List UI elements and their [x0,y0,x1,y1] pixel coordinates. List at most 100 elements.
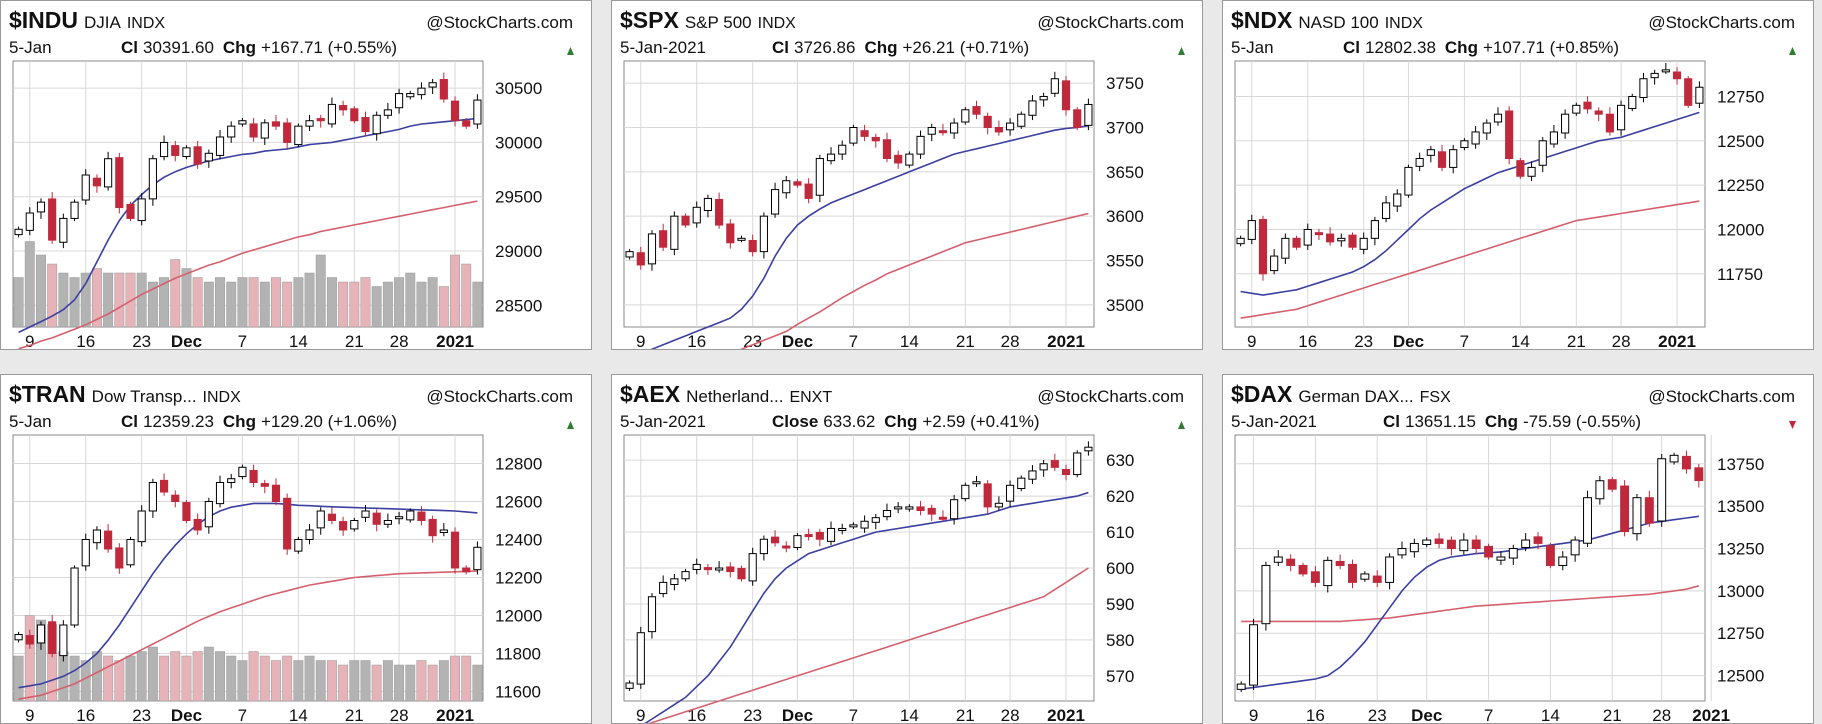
candle-body [770,536,780,544]
candle-body [1292,237,1301,248]
candle-body [860,130,869,137]
chart-panel-indu[interactable]: $INDU DJIA INDX @StockCharts.com 5-Jan Cl 3039… [0,0,592,350]
candle-body [983,483,992,508]
candle-body [636,252,645,266]
volume-bar [203,281,214,328]
candle-body [1370,220,1379,239]
candle-body [1583,101,1592,110]
close-label: Cl [772,38,789,57]
volume-bar [450,655,460,702]
volume-bar [237,277,248,328]
candle-body [1337,237,1346,242]
close-value: 12802.38 [1365,38,1436,57]
volume-bar [226,281,237,328]
candle-body [826,527,836,542]
chart-panel-dax[interactable]: $DAX German DAX... FSX @StockCharts.com 5-Ja… [1222,374,1814,724]
candle-body [48,198,57,241]
close-label: Cl [121,38,138,57]
volume-bar [371,286,382,328]
volume-bar [360,660,371,702]
volume-bar [304,272,315,328]
candle-body [1372,575,1382,583]
chart-panel-ndx[interactable]: $NDX NASD 100 INDX @StockCharts.com 5-Jan Cl 1… [1222,0,1814,350]
candle-body [148,482,157,512]
ticker-symbol: $DAX [1231,381,1293,407]
y-tick-label: 12750 [1717,624,1764,643]
x-tick-label: 2021 [1658,332,1696,349]
candle-body [316,118,325,122]
candle-body [905,506,914,510]
candle-body [1039,95,1048,101]
candle-body [1561,113,1570,134]
volume-bar [36,254,46,328]
candle-body [1437,151,1447,168]
triangle-down-icon [1789,421,1796,429]
candle-body [1639,78,1648,99]
candle-body [1516,160,1525,177]
candle-body [815,158,824,196]
chart-panel-aex[interactable]: $AEX Netherland... ENXT @StockCharts.com 5-J… [611,374,1203,724]
chart-canvas: $AEX Netherland... ENXT @StockCharts.com 5-J… [620,381,1185,723]
candle-body [1434,538,1444,544]
candle-body [737,567,746,580]
close-value: 12359.23 [143,412,214,431]
candle-body [417,511,426,521]
candle-body [215,482,225,505]
x-tick-label: 7 [849,706,858,723]
candle-body [1415,158,1424,167]
volume-bar [159,277,170,328]
candle-body [171,494,180,503]
candle-body [1261,564,1271,625]
exchange-label: INDX [758,15,797,32]
candle-body [703,197,713,211]
candle-body [339,521,348,531]
volume-bar [360,277,371,328]
candle-body [983,115,992,129]
y-tick-label: 620 [1106,487,1134,506]
candle-body [1326,233,1335,243]
candle-body [227,125,236,138]
volume-bar [427,277,438,328]
chart-panel-tran[interactable]: $TRAN Dow Transp... INDX @StockCharts.com 5-… [0,374,592,724]
candle-body [1397,548,1407,556]
candle-body [473,546,482,571]
close-value: 13651.15 [1405,412,1476,431]
candle-body [715,198,724,226]
x-tick-label: 14 [289,706,308,723]
candle-body [473,99,482,125]
y-tick-label: 28500 [495,296,542,315]
volume-bar [304,655,315,702]
volume-bar [136,651,147,702]
sma-fast-line [18,117,478,334]
candle-body [950,122,959,134]
volume-bar [192,651,203,702]
y-tick-label: 590 [1106,595,1134,614]
candle-body [1538,140,1547,166]
candle-body [361,117,370,133]
source-label: @StockCharts.com [1648,387,1795,406]
x-tick-label: 16 [1298,332,1317,349]
x-tick-label: 2021 [436,332,474,349]
candle-body [1628,95,1637,110]
x-tick-label: 7 [238,706,247,723]
volume-bar [293,277,304,328]
candle-body [1050,78,1059,94]
volume-bar [349,281,360,328]
volume-bar [24,241,35,328]
candle-body [838,527,847,531]
candle-body [126,203,135,219]
x-tick-label: 9 [25,706,34,723]
volume-bar [315,254,326,328]
ticker-symbol: $AEX [620,381,681,407]
chart-panel-spx[interactable]: $SPX S&P 500 INDX @StockCharts.com 5-Jan-202… [611,0,1203,350]
x-tick-label: 7 [1484,706,1493,723]
candle-body [1258,219,1268,275]
x-tick-label: 14 [289,332,308,349]
candle-body [804,183,813,199]
candle-body [159,141,169,158]
volume-bar [405,272,416,328]
volume-bar [326,277,337,328]
candle-body [1314,232,1324,236]
candle-body [1005,122,1015,131]
candle-body [1005,484,1015,502]
